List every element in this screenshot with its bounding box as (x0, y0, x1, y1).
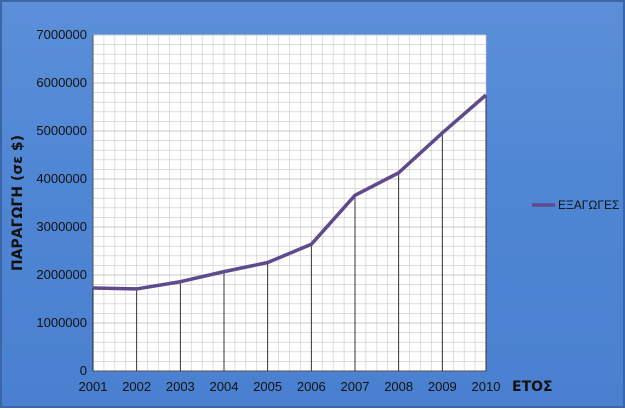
x-tick-label: 2003 (166, 379, 195, 394)
y-tick-label: 4000000 (36, 171, 87, 186)
x-tick-label: 2004 (210, 379, 239, 394)
x-tick-label: 2007 (341, 379, 370, 394)
x-tick-label: 2009 (428, 379, 457, 394)
x-axis-ticks: 2001 2002 2003 2004 2005 2006 2007 2008 2009 2010 (79, 379, 501, 394)
x-tick-label: 2008 (384, 379, 413, 394)
x-axis-label: ΕΤΟΣ (512, 379, 553, 395)
y-tick-label: 2000000 (36, 267, 87, 282)
y-axis-ticks: 0 1000000 2000000 3000000 4000000 5000000 6000… (36, 27, 87, 378)
x-tick-label: 2005 (253, 379, 282, 394)
x-tick-label: 2006 (297, 379, 326, 394)
legend: ΕΞΑΓΩΓΕΣ (532, 198, 619, 212)
x-tick-label: 2002 (122, 379, 151, 394)
y-axis-label: ΠΑΡΑΓΩΓΗ (σε $) (10, 135, 26, 271)
y-tick-label: 6000000 (36, 75, 87, 90)
y-tick-label: 5000000 (36, 123, 87, 138)
y-tick-label: 7000000 (36, 27, 87, 42)
x-tick-label: 2010 (472, 379, 501, 394)
y-tick-label: 1000000 (36, 315, 87, 330)
x-tick-label: 2001 (79, 379, 108, 394)
y-tick-label: 3000000 (36, 219, 87, 234)
legend-label: ΕΞΑΓΩΓΕΣ (558, 198, 619, 212)
y-tick-label: 0 (80, 363, 87, 378)
